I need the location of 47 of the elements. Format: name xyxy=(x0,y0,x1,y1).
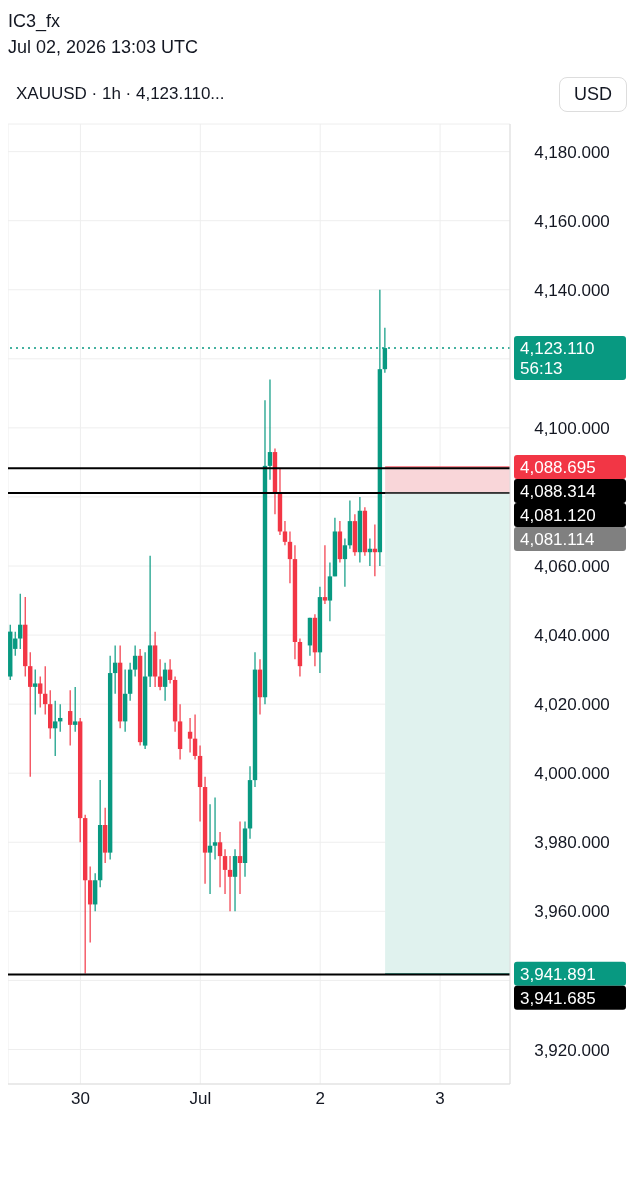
x-tick-label: 30 xyxy=(70,1089,90,1109)
candlestick xyxy=(207,803,213,895)
candlestick xyxy=(18,593,23,650)
ref-line-label: 3,941.685 xyxy=(520,988,596,1008)
y-tick-label: 3,980.000 xyxy=(534,833,610,853)
candlestick xyxy=(267,378,273,481)
candlestick xyxy=(132,644,138,678)
candlestick xyxy=(187,717,193,754)
candlestick xyxy=(222,848,228,895)
candlestick xyxy=(282,520,288,546)
y-axis-title: USD xyxy=(558,76,627,112)
y-tick-label: 3,960.000 xyxy=(534,902,610,922)
candlestick xyxy=(227,855,233,912)
y-tick-label: 4,020.000 xyxy=(534,695,610,715)
candlestick xyxy=(232,848,238,912)
candlestick xyxy=(53,700,58,757)
candlestick xyxy=(237,820,243,895)
x-tick-label: 2 xyxy=(315,1089,325,1109)
candlestick xyxy=(38,675,43,709)
y-tick-label: 3,920.000 xyxy=(534,1040,610,1060)
candlestick xyxy=(28,651,33,778)
chart-subtitle: Jul 02, 2026 13:03 UTC xyxy=(8,36,200,59)
ref-line-label: 4,088.314 xyxy=(520,481,596,501)
x-tick-label: Jul xyxy=(189,1089,212,1109)
text: XAUUSD · 1h · 4,123.110... xyxy=(15,84,225,104)
ref-line-label: 4,088.695 xyxy=(520,457,596,477)
y-tick-label: 4,160.000 xyxy=(534,211,610,231)
candlestick xyxy=(72,686,78,733)
ref-line-label: 4,081.114 xyxy=(520,529,595,549)
candlestick xyxy=(217,831,223,888)
y-tick-label: 4,060.000 xyxy=(534,557,610,577)
y-tick-label: 4,000.000 xyxy=(534,764,610,784)
ref-line-label: 4,081.120 xyxy=(520,505,596,525)
candlestick xyxy=(212,796,218,861)
chart-title: IC3_fx xyxy=(8,10,62,34)
y-tick-label: 4,180.000 xyxy=(534,142,610,162)
candlestick xyxy=(322,544,328,605)
ref-line-label: 3,941.891 xyxy=(520,964,596,984)
x-tick-label: 3 xyxy=(435,1089,445,1109)
y-tick-label: 4,140.000 xyxy=(534,280,610,300)
candlestick xyxy=(67,689,73,747)
y-tick-label: 4,100.000 xyxy=(534,418,610,438)
candlestick xyxy=(342,537,348,588)
y-tick-label: 4,040.000 xyxy=(534,626,610,646)
text: 56:13 xyxy=(520,359,563,379)
candlestick xyxy=(33,669,38,716)
ref-line-label: 4,123.110 xyxy=(520,339,595,359)
